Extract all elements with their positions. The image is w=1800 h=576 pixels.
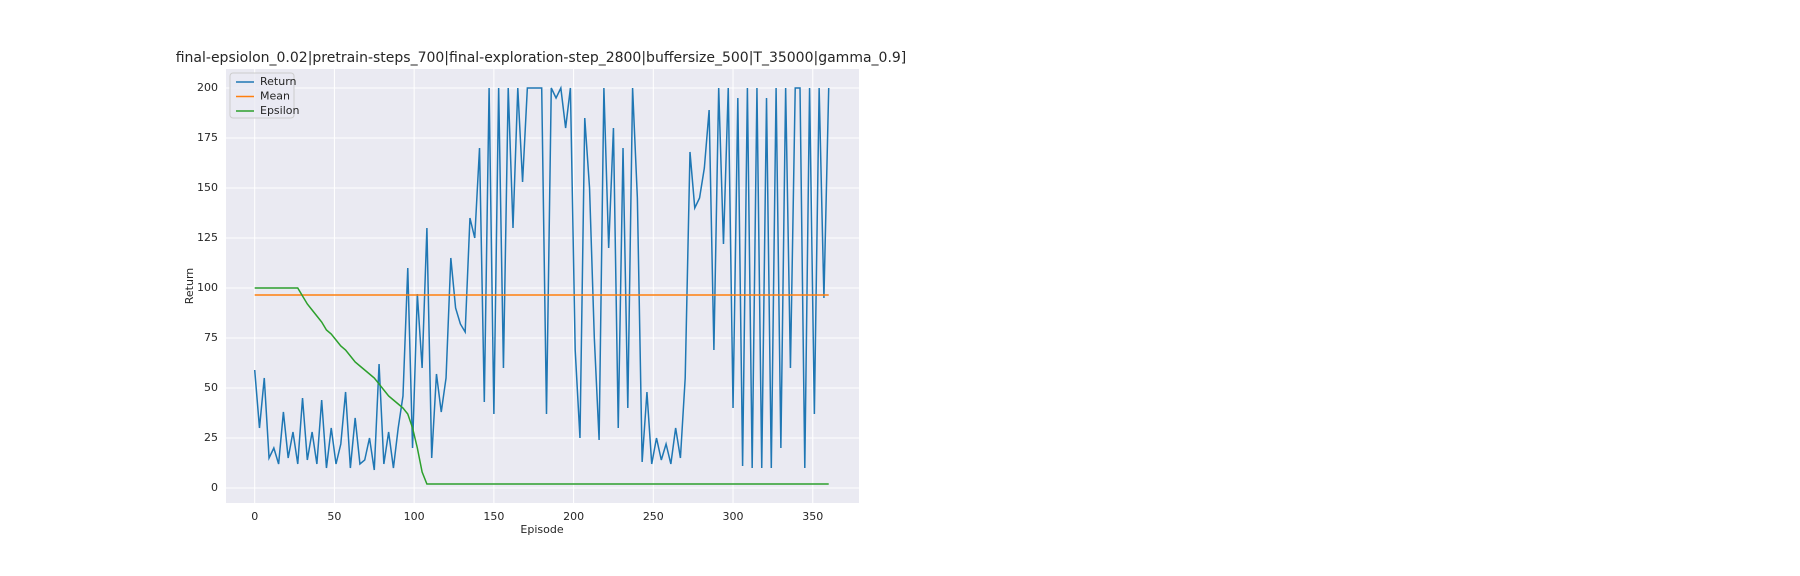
x-tick-label: 250: [643, 510, 664, 523]
y-tick-label: 50: [204, 381, 218, 394]
x-tick-label: 200: [563, 510, 584, 523]
y-axis-label: Return: [183, 268, 196, 305]
data-line: [254, 287, 829, 485]
legend-label: Epsilon: [260, 104, 300, 117]
x-tick-label: 100: [404, 510, 425, 523]
x-tick-label: 350: [802, 510, 823, 523]
x-tick-label: 300: [723, 510, 744, 523]
y-tick-label: 25: [204, 431, 218, 444]
x-tick-label: 0: [251, 510, 258, 523]
y-tick-label: 125: [197, 231, 218, 244]
y-tick-label: 200: [197, 81, 218, 94]
x-axis-label: Episode: [520, 523, 563, 536]
y-tick-label: 0: [211, 481, 218, 494]
y-tick-label: 75: [204, 331, 218, 344]
legend-box: [229, 72, 295, 119]
legend-label: Return: [260, 75, 297, 88]
legend-label: Mean: [260, 90, 290, 103]
y-tick-label: 100: [197, 281, 218, 294]
chart-title: final-epsiolon_0.02|pretrain-steps_700|f…: [176, 50, 907, 66]
y-tick-label: 150: [197, 181, 218, 194]
x-tick-label: 50: [327, 510, 341, 523]
y-tick-label: 175: [197, 131, 218, 144]
x-tick-label: 150: [483, 510, 504, 523]
data-line: [253, 85, 830, 471]
